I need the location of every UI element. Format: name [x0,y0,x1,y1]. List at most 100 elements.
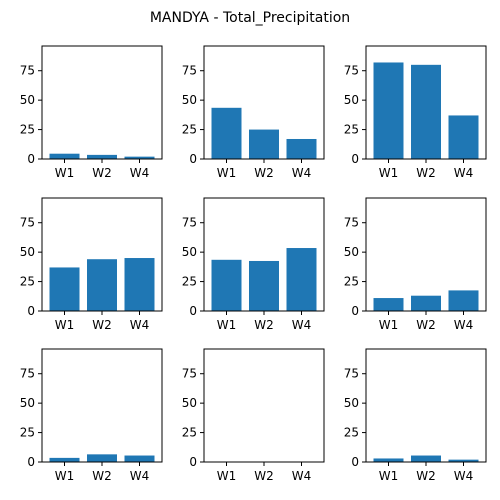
bar-w1 [373,458,404,462]
y-tick-label: 0 [351,304,359,318]
x-tick-label: W2 [416,469,436,483]
bar-w4 [448,115,479,159]
y-tick-label: 0 [189,455,197,469]
y-tick-label: 0 [189,304,197,318]
y-tick-label: 75 [344,64,359,78]
y-tick-label: 25 [20,275,35,289]
x-tick-label: W4 [292,318,312,332]
y-tick-label: 0 [27,152,35,166]
subplot-7: 0 25 50 75 W1 W2 W4 [20,348,163,483]
x-tick-label: W2 [254,166,274,180]
bar-w2 [411,455,441,462]
y-tick-label: 50 [20,396,35,410]
x-tick-label: W2 [416,318,436,332]
y-tick-label: 0 [189,152,197,166]
y-tick-label: 25 [20,123,35,137]
y-tick-label: 25 [182,426,197,440]
x-tick-label: W1 [379,166,399,180]
y-tick-label: 25 [344,275,359,289]
bar-w2 [87,154,117,159]
y-tick-label: 0 [27,455,35,469]
y-tick-label: 0 [351,455,359,469]
y-tick-label: 25 [344,123,359,137]
bar-w2 [87,454,117,462]
x-tick-label: W2 [254,318,274,332]
subplot-1: 0 25 50 75 W1 W2 W4 [20,45,163,180]
y-tick-label: 75 [20,64,35,78]
x-tick-label: W1 [217,469,237,483]
bar-w4 [448,459,479,462]
subplot-6: 0 25 50 75 W1 W2 W4 [344,197,487,332]
x-tick-label: W2 [92,318,112,332]
y-tick-label: 0 [27,304,35,318]
y-tick-label: 75 [20,216,35,230]
x-tick-label: W4 [130,166,150,180]
x-tick-label: W1 [379,469,399,483]
x-tick-label: W1 [217,166,237,180]
figure-title: MANDYA - Total_Precipitation [150,10,350,26]
y-tick-label: 75 [182,216,197,230]
y-tick-label: 50 [182,396,197,410]
x-tick-label: W4 [454,469,474,483]
bar-w1 [211,107,242,159]
x-tick-label: W1 [55,318,75,332]
x-tick-label: W1 [55,469,75,483]
bar-w1 [49,153,80,159]
subplot-8: 0 25 50 75 W1 W2 W4 [182,348,325,483]
bar-w1 [49,457,80,462]
y-tick-label: 50 [20,93,35,107]
x-tick-label: W4 [292,166,312,180]
x-tick-label: W2 [92,166,112,180]
bar-w2 [411,64,441,159]
x-tick-label: W1 [217,318,237,332]
bar-w4 [124,455,155,462]
x-tick-label: W4 [454,166,474,180]
y-tick-label: 75 [20,367,35,381]
y-tick-label: 75 [344,367,359,381]
y-tick-label: 75 [182,367,197,381]
y-tick-label: 25 [182,123,197,137]
bar-w2 [249,129,279,159]
bar-w1 [373,298,404,311]
axes-frame [203,348,325,463]
subplot-3: 0 25 50 75 W1 W2 W4 [344,45,487,180]
y-tick-label: 25 [20,426,35,440]
bar-w4 [286,138,317,159]
y-tick-label: 50 [344,396,359,410]
y-tick-label: 50 [344,93,359,107]
x-tick-label: W4 [292,469,312,483]
subplot-5: 0 25 50 75 W1 W2 W4 [182,197,325,332]
bar-w1 [373,62,404,160]
x-tick-label: W2 [92,469,112,483]
axes-frame [41,45,163,160]
bar-w4 [124,156,155,159]
x-tick-label: W4 [130,469,150,483]
x-tick-label: W4 [454,318,474,332]
y-tick-label: 25 [182,275,197,289]
y-tick-label: 50 [20,245,35,259]
y-tick-label: 25 [344,426,359,440]
y-tick-label: 0 [351,152,359,166]
axes-frame [365,348,487,463]
y-tick-label: 75 [182,64,197,78]
x-tick-label: W4 [130,318,150,332]
y-tick-label: 75 [344,216,359,230]
x-tick-label: W2 [416,166,436,180]
subplot-2: 0 25 50 75 W1 W2 W4 [182,45,325,180]
y-tick-label: 50 [182,245,197,259]
y-tick-label: 50 [344,245,359,259]
subplot-9: 0 25 50 75 W1 W2 W4 [344,348,487,483]
x-tick-label: W1 [379,318,399,332]
bar-w1 [49,267,80,311]
bar-w4 [124,258,155,311]
bar-w2 [87,259,117,311]
bar-w2 [249,260,279,311]
bar-w4 [448,290,479,311]
subplot-4: 0 25 50 75 W1 W2 W4 [20,197,163,332]
bar-w1 [211,259,242,311]
bar-w2 [411,295,441,311]
y-tick-label: 50 [182,93,197,107]
x-tick-label: W2 [254,469,274,483]
